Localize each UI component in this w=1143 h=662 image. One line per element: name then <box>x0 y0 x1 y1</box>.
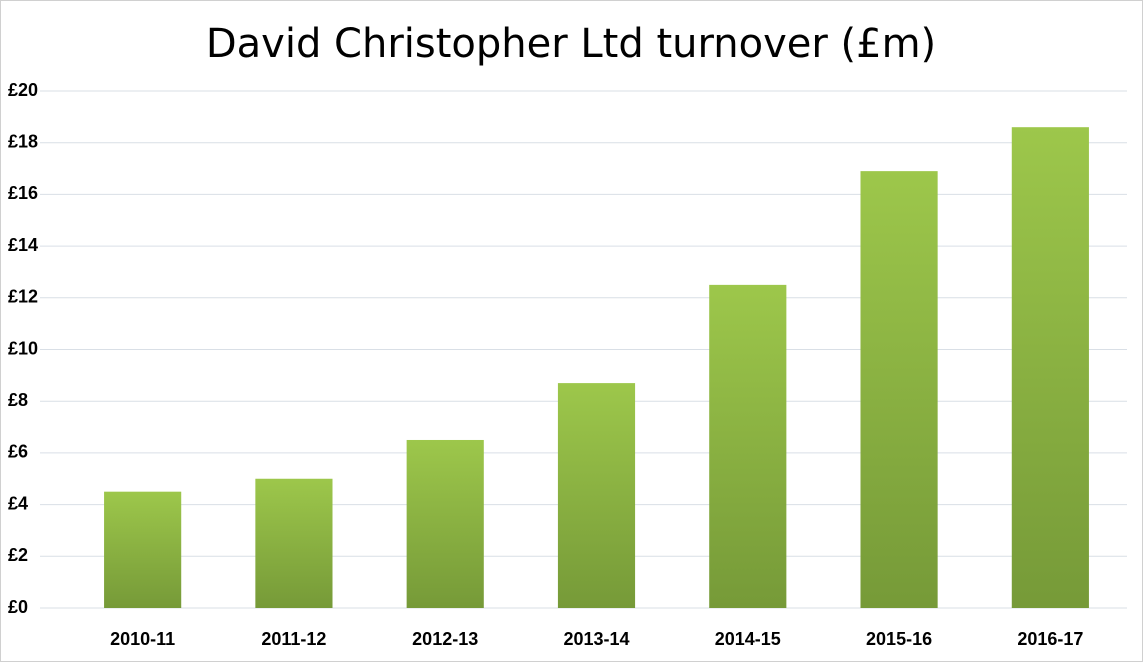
bar <box>709 284 787 608</box>
y-tick-label: £4 <box>8 493 28 513</box>
x-tick-label: 2012-13 <box>412 629 478 649</box>
y-tick-label: £20 <box>8 80 38 100</box>
x-tick-label: 2014-15 <box>715 629 781 649</box>
x-tick-label: 2015-16 <box>866 629 932 649</box>
y-tick-label: £12 <box>8 287 38 307</box>
bar <box>557 383 636 608</box>
bar <box>1011 127 1089 608</box>
x-tick-label: 2011-12 <box>261 629 326 649</box>
x-tick-label: 2016-17 <box>1017 629 1083 649</box>
bar <box>255 478 333 608</box>
y-tick-label: £6 <box>8 442 28 462</box>
chart-title: David Christopher Ltd turnover (£m) <box>206 21 936 67</box>
y-tick-label: £10 <box>8 338 38 358</box>
x-tick-label: 2013-14 <box>563 629 629 649</box>
bar <box>406 439 484 608</box>
y-tick-label: £16 <box>8 183 38 203</box>
y-tick-label: £14 <box>8 235 38 255</box>
x-tick-label: 2010-11 <box>110 629 175 649</box>
bar <box>104 491 182 608</box>
y-tick-label: £0 <box>8 597 28 617</box>
bar <box>860 171 938 608</box>
y-tick-label: £8 <box>8 390 28 410</box>
y-tick-label: £18 <box>8 131 38 151</box>
y-tick-label: £2 <box>8 545 28 565</box>
